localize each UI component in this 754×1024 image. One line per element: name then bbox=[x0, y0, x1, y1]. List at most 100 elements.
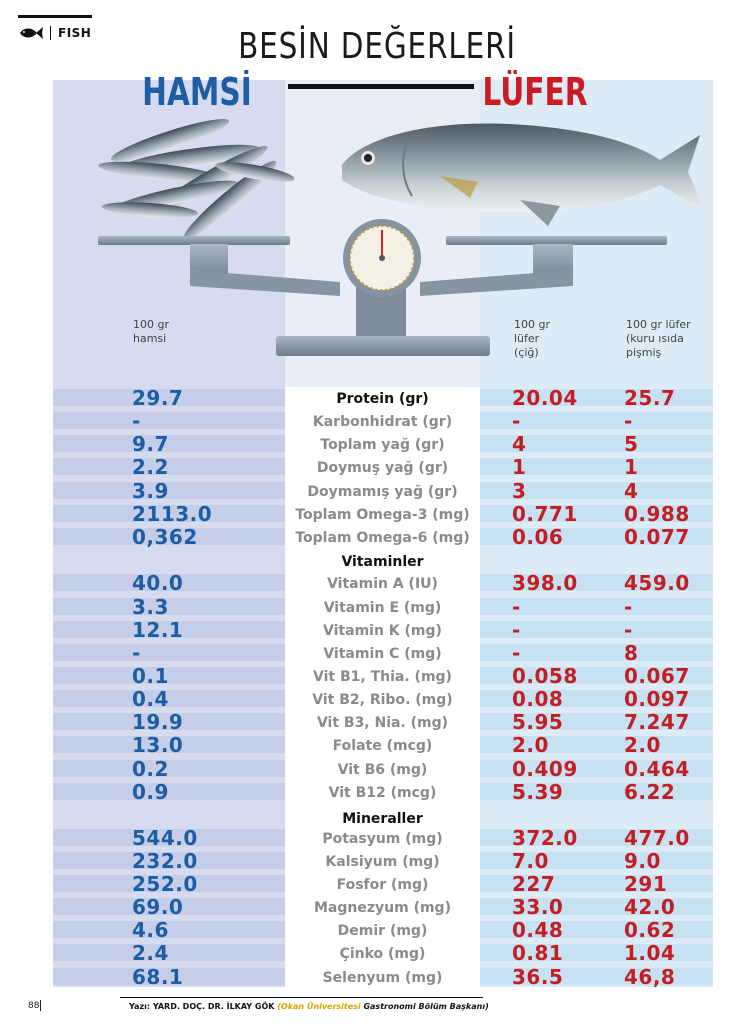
lufer-raw-value: 7.0 bbox=[512, 849, 549, 873]
row-band-lufer bbox=[480, 898, 713, 915]
bluefish-image bbox=[342, 123, 704, 226]
col-header-line: (kuru ısıda bbox=[626, 332, 684, 345]
lufer-cooked-value: 9.0 bbox=[624, 849, 661, 873]
section-heading-minerals: Mineraller bbox=[342, 811, 423, 827]
nutrient-label: Toplam yağ (gr) bbox=[320, 437, 445, 453]
hamsi-value: 544.0 bbox=[132, 826, 198, 850]
lufer-cooked-value: 8 bbox=[624, 641, 639, 665]
lufer-cooked-value: 477.0 bbox=[624, 826, 690, 850]
col-header-line: lüfer bbox=[514, 332, 540, 345]
row-band-lufer bbox=[480, 505, 713, 522]
fish-scale-illustration bbox=[98, 119, 704, 356]
lufer-raw-value: 0.48 bbox=[512, 918, 564, 942]
lufer-raw-value: 2.0 bbox=[512, 733, 549, 757]
author-org: (Okan Üniversitesi bbox=[277, 1002, 361, 1011]
row-band-lufer bbox=[480, 644, 713, 661]
hamsi-value: 69.0 bbox=[132, 895, 184, 919]
row-band-lufer bbox=[480, 760, 713, 777]
hamsi-value: 2.4 bbox=[132, 941, 169, 965]
lufer-raw-value: 398.0 bbox=[512, 571, 578, 595]
hamsi-value: 0.4 bbox=[132, 687, 169, 711]
row-band-hamsi bbox=[53, 829, 285, 846]
hamsi-value: 68.1 bbox=[132, 965, 184, 989]
row-band-hamsi bbox=[53, 528, 285, 545]
row-band-hamsi bbox=[53, 644, 285, 661]
lufer-cooked-value: 0.62 bbox=[624, 918, 676, 942]
col-header-line: hamsi bbox=[133, 332, 167, 345]
lufer-cooked-value: 1.04 bbox=[624, 941, 676, 965]
row-band-hamsi bbox=[53, 389, 285, 406]
lufer-cooked-value: 7.247 bbox=[624, 710, 690, 734]
hamsi-value: 252.0 bbox=[132, 872, 198, 896]
lufer-raw-value: - bbox=[512, 595, 521, 619]
hamsi-value: 13.0 bbox=[132, 733, 184, 757]
row-band-lufer bbox=[480, 944, 713, 961]
lufer-raw-value: 0.771 bbox=[512, 502, 578, 526]
page-title: BESİN DEĞERLERİ bbox=[238, 26, 516, 67]
nutrient-label: Vitamin K (mg) bbox=[323, 623, 442, 639]
lufer-raw-value: 0.058 bbox=[512, 664, 578, 688]
row-band-hamsi bbox=[53, 898, 285, 915]
row-band-hamsi bbox=[53, 482, 285, 499]
row-band-hamsi bbox=[53, 574, 285, 591]
lufer-cooked-value: 0.077 bbox=[624, 525, 690, 549]
lufer-cooked-value: 459.0 bbox=[624, 571, 690, 595]
row-band-hamsi bbox=[53, 435, 285, 452]
row-band-hamsi bbox=[53, 713, 285, 730]
page-number-bar bbox=[40, 1000, 41, 1011]
row-band-hamsi bbox=[53, 944, 285, 961]
lufer-cooked-value: 0.988 bbox=[624, 502, 690, 526]
lufer-cooked-value: 6.22 bbox=[624, 780, 676, 804]
hamsi-value: 9.7 bbox=[132, 432, 169, 456]
row-band-lufer bbox=[480, 968, 713, 985]
lufer-cooked-value: - bbox=[624, 618, 633, 642]
nutrient-label: Toplam Omega-6 (mg) bbox=[295, 530, 470, 546]
nutrient-label: Karbonhidrat (gr) bbox=[312, 414, 453, 430]
nutrient-label: Selenyum (mg) bbox=[322, 970, 443, 986]
lufer-name: LÜFER bbox=[482, 70, 588, 114]
nutrient-label: Vit B12 (mcg) bbox=[328, 785, 437, 801]
section-label: FISH bbox=[58, 26, 92, 40]
row-band-hamsi bbox=[53, 921, 285, 938]
hamsi-value: - bbox=[132, 409, 141, 433]
lufer-raw-value: 5.95 bbox=[512, 710, 564, 734]
hamsi-value: 3.9 bbox=[132, 479, 169, 503]
col-header-line: pişmiş bbox=[626, 346, 662, 359]
hamsi-value: 12.1 bbox=[132, 618, 184, 642]
lufer-raw-value: 0.81 bbox=[512, 941, 564, 965]
col-header-hamsi: 100 gr hamsi bbox=[133, 318, 169, 346]
lufer-raw-value: 36.5 bbox=[512, 965, 564, 989]
lufer-cooked-value: 291 bbox=[624, 872, 668, 896]
row-band-hamsi bbox=[53, 621, 285, 638]
lufer-raw-value: 0.06 bbox=[512, 525, 564, 549]
lufer-cooked-value: 0.067 bbox=[624, 664, 690, 688]
col-header-line: (çiğ) bbox=[514, 346, 539, 359]
nutrient-label: Vit B6 (mg) bbox=[337, 762, 428, 778]
row-band-lufer bbox=[480, 435, 713, 452]
row-band-hamsi bbox=[53, 505, 285, 522]
section-tag: FISH bbox=[18, 26, 91, 40]
col-header-line: 100 gr lüfer bbox=[626, 318, 691, 331]
hamsi-value: 19.9 bbox=[132, 710, 184, 734]
row-band-hamsi bbox=[53, 458, 285, 475]
lufer-cooked-value: 2.0 bbox=[624, 733, 661, 757]
row-band-lufer bbox=[480, 736, 713, 753]
col-header-line: 100 gr bbox=[514, 318, 550, 331]
row-band-lufer bbox=[480, 458, 713, 475]
col-header-line: 100 gr bbox=[133, 318, 169, 331]
vs-line bbox=[288, 84, 474, 89]
lufer-raw-value: 33.0 bbox=[512, 895, 564, 919]
nutrient-label: Vit B2, Ribo. (mg) bbox=[312, 692, 453, 708]
lufer-cooked-value: - bbox=[624, 595, 633, 619]
row-band-lufer bbox=[480, 852, 713, 869]
row-band-lufer bbox=[480, 713, 713, 730]
row-band-lufer bbox=[480, 574, 713, 591]
lufer-raw-value: - bbox=[512, 409, 521, 433]
hamsi-value: 0.2 bbox=[132, 757, 169, 781]
hamsi-value: 2.2 bbox=[132, 455, 169, 479]
row-band-lufer bbox=[480, 528, 713, 545]
nutrient-label: Doymuş yağ (gr) bbox=[316, 460, 449, 476]
nutrient-label: Magnezyum (mg) bbox=[314, 900, 451, 916]
hamsi-value: 40.0 bbox=[132, 571, 184, 595]
row-band-lufer bbox=[480, 690, 713, 707]
